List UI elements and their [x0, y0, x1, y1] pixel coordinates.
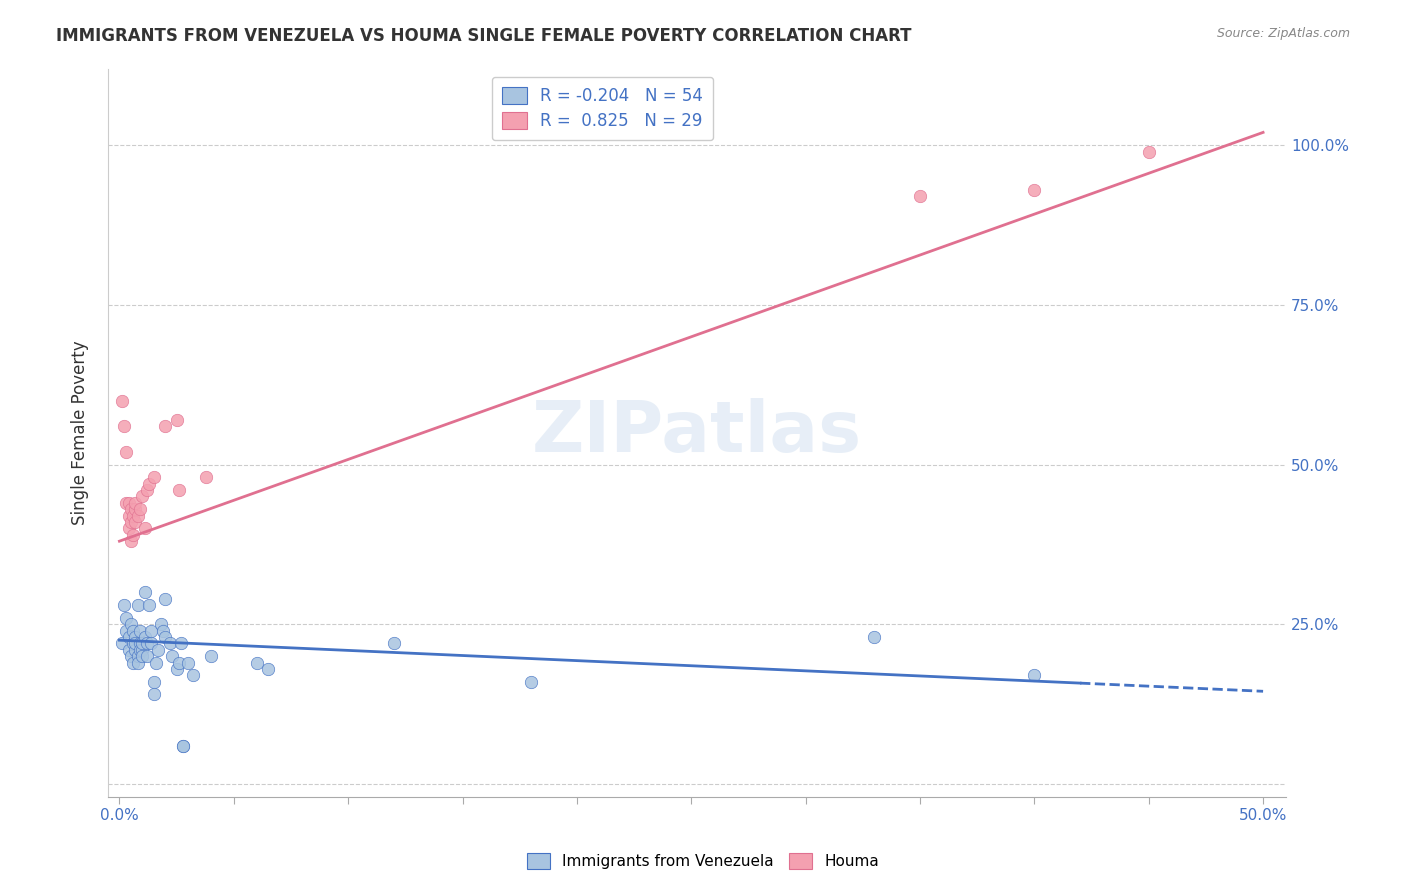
Point: [166, 662, 188, 676]
Point: [1024, 183, 1046, 197]
Point: [115, 611, 138, 625]
Point: [172, 739, 194, 753]
Point: [131, 642, 153, 657]
Text: IMMIGRANTS FROM VENEZUELA VS HOUMA SINGLE FEMALE POVERTY CORRELATION CHART: IMMIGRANTS FROM VENEZUELA VS HOUMA SINGL…: [56, 27, 911, 45]
Point: [122, 528, 145, 542]
Point: [124, 642, 146, 657]
Point: [166, 413, 188, 427]
Point: [122, 624, 145, 638]
Point: [112, 598, 135, 612]
Point: [167, 656, 190, 670]
Point: [1137, 145, 1160, 159]
Point: [160, 649, 183, 664]
Point: [167, 483, 190, 497]
Point: [127, 656, 149, 670]
Legend: R = -0.204   N = 54, R =  0.825   N = 29: R = -0.204 N = 54, R = 0.825 N = 29: [492, 77, 713, 140]
Point: [117, 521, 139, 535]
Point: [141, 624, 163, 638]
Point: [122, 508, 145, 523]
Point: [111, 393, 134, 408]
Point: [177, 656, 200, 670]
Point: [115, 624, 138, 638]
Point: [124, 636, 146, 650]
Point: [131, 490, 153, 504]
Point: [111, 636, 134, 650]
Point: [145, 656, 167, 670]
Point: [131, 636, 153, 650]
Point: [134, 521, 156, 535]
Point: [120, 617, 142, 632]
Point: [257, 662, 280, 676]
Point: [120, 534, 142, 549]
Point: [124, 496, 146, 510]
Point: [127, 649, 149, 664]
Point: [131, 649, 153, 664]
Point: [153, 591, 176, 606]
Point: [152, 624, 174, 638]
Point: [134, 585, 156, 599]
Point: [149, 617, 172, 632]
Point: [172, 739, 194, 753]
Point: [138, 476, 160, 491]
Point: [117, 496, 139, 510]
Point: [153, 419, 176, 434]
Point: [134, 630, 156, 644]
Point: [159, 636, 181, 650]
Point: [135, 483, 157, 497]
Point: [142, 674, 165, 689]
Point: [382, 636, 405, 650]
Point: [520, 674, 543, 689]
Y-axis label: Single Female Poverty: Single Female Poverty: [72, 340, 89, 524]
Point: [120, 649, 142, 664]
Point: [135, 636, 157, 650]
Point: [124, 502, 146, 516]
Point: [117, 642, 139, 657]
Point: [138, 598, 160, 612]
Point: [246, 656, 269, 670]
Point: [153, 630, 176, 644]
Point: [135, 649, 157, 664]
Point: [129, 636, 152, 650]
Point: [142, 688, 165, 702]
Point: [181, 668, 204, 682]
Point: [117, 508, 139, 523]
Point: [127, 598, 149, 612]
Legend: Immigrants from Venezuela, Houma: Immigrants from Venezuela, Houma: [522, 847, 884, 875]
Point: [129, 502, 152, 516]
Point: [129, 642, 152, 657]
Point: [195, 470, 218, 484]
Point: [1024, 668, 1046, 682]
Point: [170, 636, 193, 650]
Point: [115, 444, 138, 458]
Point: [141, 636, 163, 650]
Point: [115, 496, 138, 510]
Point: [124, 515, 146, 529]
Point: [908, 189, 931, 203]
Point: [120, 515, 142, 529]
Point: [124, 630, 146, 644]
Point: [148, 642, 170, 657]
Text: Source: ZipAtlas.com: Source: ZipAtlas.com: [1216, 27, 1350, 40]
Point: [122, 656, 145, 670]
Point: [142, 470, 165, 484]
Point: [120, 502, 142, 516]
Point: [863, 630, 886, 644]
Point: [117, 630, 139, 644]
Point: [127, 508, 149, 523]
Text: ZIPatlas: ZIPatlas: [531, 398, 862, 467]
Point: [200, 649, 222, 664]
Point: [112, 419, 135, 434]
Point: [129, 624, 152, 638]
Point: [122, 636, 145, 650]
